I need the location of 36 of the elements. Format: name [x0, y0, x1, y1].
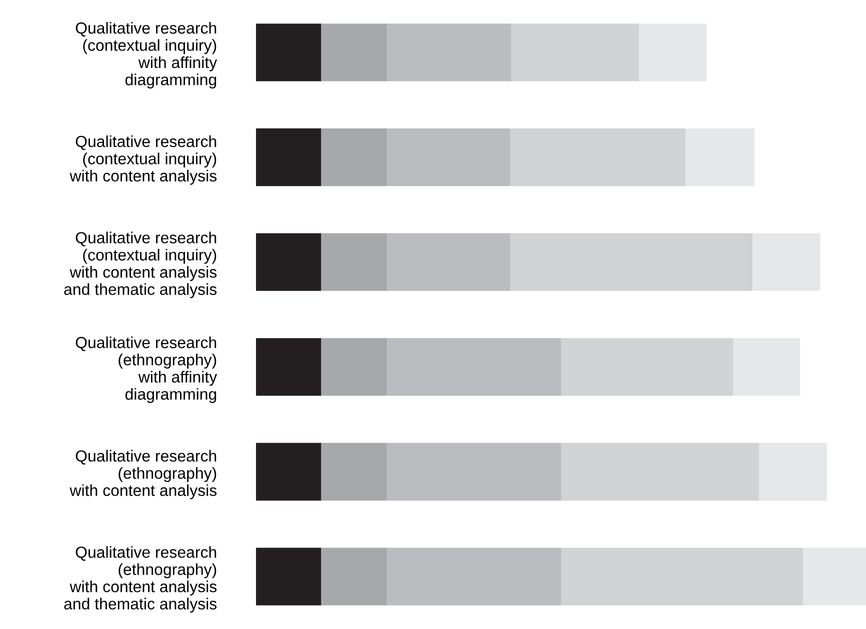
bar [321, 548, 388, 606]
bar [387, 128, 510, 186]
bar [321, 338, 388, 396]
bar [752, 233, 820, 291]
y-tick-label: Qualitative research (contextual inquiry) with content analysis [70, 135, 217, 185]
bar [321, 442, 388, 501]
bar [510, 128, 686, 186]
bar [321, 233, 388, 291]
bar [387, 548, 561, 606]
y-tick-label: Qualitative research (ethnography) with content analysis [70, 450, 217, 500]
bar [510, 233, 753, 291]
bar [256, 24, 322, 82]
bar [387, 24, 511, 82]
bar [321, 128, 388, 186]
bar [256, 233, 322, 291]
bar [803, 548, 866, 606]
y-tick-label: Qualitative research (ethnography) with content analysis and thematic analysis [64, 546, 217, 613]
bar [759, 442, 827, 501]
bar [321, 24, 388, 82]
bar [256, 338, 322, 396]
y-tick-label: Qualitative research (contextual inquiry) with content analysis and thematic analysis [64, 232, 217, 298]
bar [685, 128, 754, 186]
bar [256, 128, 322, 186]
bar [510, 24, 640, 82]
bar [561, 338, 734, 396]
bar [256, 548, 322, 606]
bar [561, 442, 760, 501]
bar [639, 24, 707, 82]
bar [733, 338, 800, 396]
y-tick-label: Qualitative research (ethnography) with affinity diagramming [76, 336, 218, 403]
bar [387, 233, 510, 291]
bar [387, 442, 561, 501]
y-tick-label: Qualitative research (contextual inquiry) with affinity diagramming [76, 22, 218, 88]
bar [256, 442, 322, 501]
bar [561, 548, 804, 606]
bar [387, 338, 561, 396]
